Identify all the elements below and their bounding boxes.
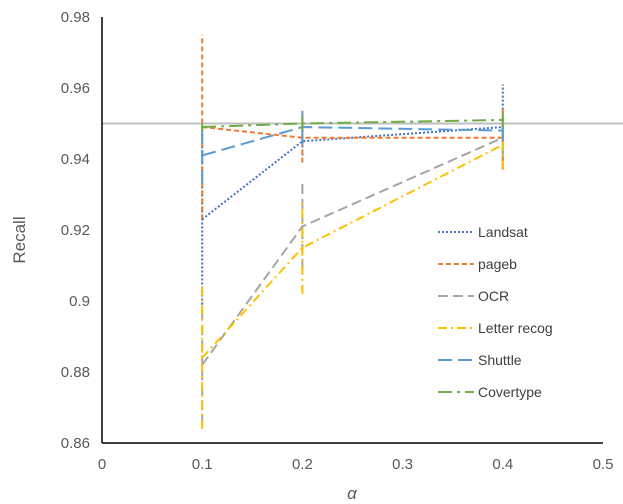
series-line [201, 126, 503, 221]
series-line [201, 136, 504, 366]
legend-label: Covertype [478, 384, 542, 400]
x-axis-title: α [347, 484, 358, 503]
x-tick-label: 0.2 [292, 456, 313, 473]
x-tick-label: 0.3 [392, 456, 413, 473]
legend-label: Landsat [478, 224, 528, 240]
y-tick-label: 0.88 [61, 364, 90, 381]
data-point [201, 356, 204, 359]
axes [101, 17, 603, 444]
y-tick-label: 0.96 [61, 80, 90, 97]
legend-item: Landsat [438, 224, 528, 240]
y-axis-title: Recall [10, 216, 29, 263]
data-point [201, 125, 204, 129]
x-tick-label: 0.5 [593, 456, 614, 473]
data-point [301, 122, 304, 125]
x-tick-label: 0 [98, 456, 106, 473]
series-ocr [201, 119, 504, 426]
legend-label: pageb [478, 256, 517, 272]
data-point [501, 129, 504, 132]
data-point [501, 118, 504, 122]
y-tick-label: 0.98 [61, 9, 90, 26]
series-pageb [201, 34, 504, 220]
x-tick-label: 0.4 [492, 456, 513, 473]
legend-label: Shuttle [478, 352, 522, 368]
data-point [501, 143, 504, 146]
series-line [201, 143, 504, 359]
legend-item: pageb [438, 256, 517, 272]
legend-item: Shuttle [438, 352, 522, 368]
legend-label: Letter recog [478, 320, 553, 336]
series-letter-recog [201, 119, 504, 429]
x-tick-label: 0.1 [192, 456, 213, 473]
series-line [201, 126, 503, 157]
legend: Landsat pageb OCR Letter recog Shuttle Covert… [438, 224, 553, 400]
data-point [301, 225, 304, 228]
y-tick-label: 0.9 [69, 293, 90, 310]
data-point [201, 154, 204, 157]
legend-item: Covertype [438, 384, 542, 400]
series [201, 34, 504, 429]
legend-label: OCR [478, 288, 509, 304]
legend-item: OCR [438, 288, 509, 304]
tick-labels: 0.86 0.88 0.9 0.92 0.94 0.96 0.98 0 0.1 0.2 0.3 0.4… [61, 9, 614, 473]
series-line [202, 126, 503, 139]
series-covertype [201, 112, 504, 131]
legend-item: Letter recog [438, 320, 553, 336]
y-tick-label: 0.94 [61, 151, 90, 168]
data-point [301, 246, 304, 249]
series-landsat [201, 84, 504, 305]
y-tick-label: 0.92 [61, 222, 90, 239]
y-tick-label: 0.86 [61, 435, 90, 452]
